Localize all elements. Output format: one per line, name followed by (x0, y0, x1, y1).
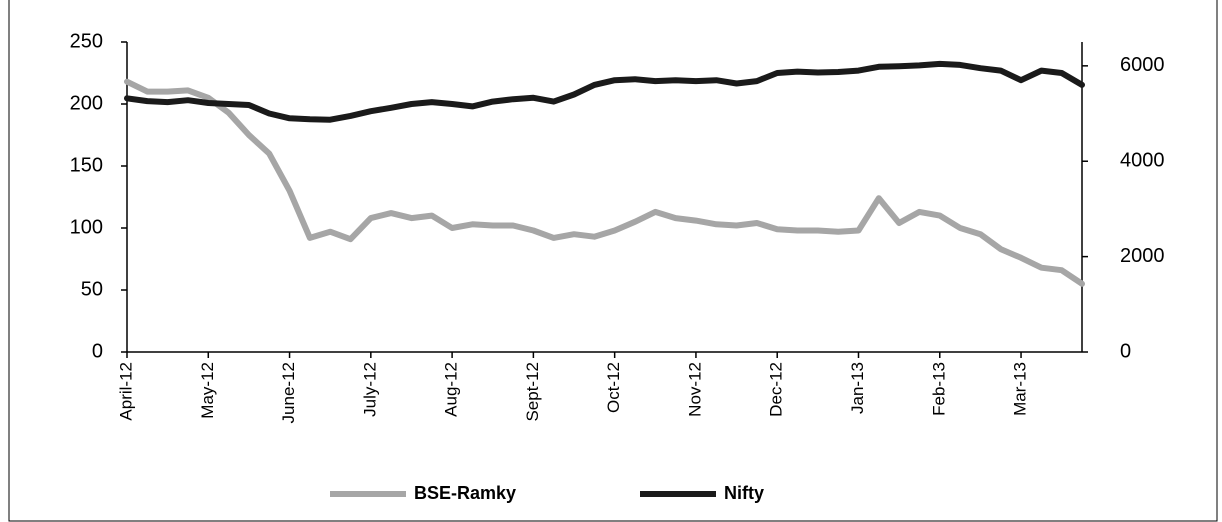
x-tick-label: April-12 (116, 362, 135, 421)
x-tick-label: Mar-13 (1011, 362, 1030, 416)
y2-tick-label: 4000 (1120, 150, 1165, 172)
y-tick-label: 100 (70, 216, 103, 238)
x-tick-label: Nov-12 (685, 362, 704, 417)
x-tick-label: June-12 (279, 362, 298, 423)
x-tick-label: Feb-13 (929, 362, 948, 416)
x-tick-label: Dec-12 (767, 362, 786, 417)
chart-border (8, 0, 1218, 522)
x-tick-label: Sept-12 (523, 362, 542, 422)
line-series (124, 78, 1085, 287)
y-tick-label: 250 (70, 30, 103, 52)
y2-tick-label: 0 (1120, 340, 1131, 362)
y2-tick-label: 2000 (1120, 245, 1165, 267)
line-series (124, 60, 1085, 123)
y-tick-label: 200 (70, 92, 103, 114)
x-tick-label: July-12 (360, 362, 379, 417)
y-tick-label: 150 (70, 154, 103, 176)
x-tick-label: Oct-12 (604, 362, 623, 413)
y-tick-label: 0 (92, 340, 103, 362)
legend-label: Nifty (724, 483, 764, 503)
legend-label: BSE-Ramky (414, 483, 516, 503)
x-tick-label: Aug-12 (442, 362, 461, 417)
y2-tick-label: 6000 (1120, 54, 1165, 76)
x-tick-label: May-12 (198, 362, 217, 419)
y-tick-label: 50 (81, 278, 103, 300)
x-tick-label: Jan-13 (848, 362, 867, 414)
